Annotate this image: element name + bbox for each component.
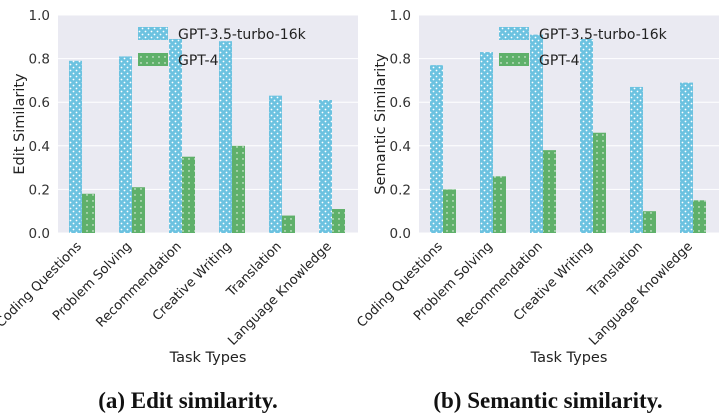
y-tick-label: 0.8 (29, 52, 50, 68)
bar-gpt-3-5 (430, 65, 443, 233)
bar-gpt-4 (132, 187, 145, 233)
caption-b: (b) Semantic similarity. (433, 388, 662, 413)
plot-area (419, 15, 719, 233)
x-axis-label: Task Types (169, 350, 247, 366)
y-tick-label: 0.0 (29, 226, 50, 242)
bar-gpt-3-5 (319, 100, 332, 234)
bar-gpt-4 (82, 193, 95, 233)
bar-gpt-3-5 (530, 34, 543, 234)
legend-label-gpt-3-5: GPT-3.5-turbo-16k (178, 27, 307, 43)
y-tick-label: 1.0 (29, 8, 50, 24)
y-tick-label: 0.4 (390, 139, 411, 155)
bar-gpt-3-5 (580, 38, 593, 234)
caption-a: (a) Edit similarity. (98, 388, 278, 413)
bar-gpt-3-5 (219, 41, 232, 233)
y-axis-label: Edit Similarity (12, 73, 28, 175)
bar-gpt-3-5 (630, 86, 643, 233)
bar-gpt-3-5 (169, 38, 182, 234)
bar-gpt-4 (493, 176, 506, 233)
bar-gpt-4 (182, 156, 195, 233)
x-axis-label: Task Types (530, 350, 608, 366)
bar-gpt-4 (332, 209, 345, 233)
y-tick-label: 0.6 (29, 95, 50, 111)
x-tick-label: Language Knowledge (225, 239, 334, 348)
legend-label-gpt-4: GPT-4 (539, 53, 580, 69)
bar-gpt-3-5 (680, 82, 693, 233)
bar-gpt-3-5 (119, 56, 132, 233)
legend-swatch-gpt-4 (138, 53, 168, 66)
legend-label-gpt-3-5: GPT-3.5-turbo-16k (539, 27, 668, 43)
bar-gpt-4 (643, 211, 656, 233)
bar-gpt-4 (443, 189, 456, 233)
bar-gpt-3-5 (69, 60, 82, 233)
x-tick-label: Coding Questions (0, 239, 85, 331)
legend-swatch-gpt-3-5 (499, 27, 529, 40)
y-tick-label: 0.6 (390, 95, 411, 111)
bar-gpt-4 (282, 215, 295, 233)
x-tick-label: Language Knowledge (586, 239, 695, 348)
legend-label-gpt-4: GPT-4 (178, 53, 219, 69)
bar-gpt-4 (543, 150, 556, 233)
bar-gpt-4 (693, 200, 706, 233)
legend-swatch-gpt-3-5 (138, 27, 168, 40)
y-tick-label: 1.0 (390, 8, 411, 24)
bar-gpt-3-5 (480, 52, 493, 234)
bar-gpt-4 (232, 145, 245, 233)
y-tick-label: 0.0 (390, 226, 411, 242)
plot-area (58, 15, 358, 233)
y-tick-label: 0.2 (29, 182, 50, 198)
legend-swatch-gpt-4 (499, 53, 529, 66)
bar-gpt-4 (593, 132, 606, 233)
y-tick-label: 0.2 (390, 182, 411, 198)
y-axis-label: Semantic Similarity (373, 53, 389, 195)
bar-gpt-3-5 (269, 95, 282, 233)
y-tick-label: 0.8 (390, 52, 411, 68)
x-tick-label: Recommendation (454, 239, 545, 330)
x-tick-label: Coding Questions (354, 239, 446, 331)
x-tick-label: Recommendation (93, 239, 184, 330)
y-tick-label: 0.4 (29, 139, 50, 155)
